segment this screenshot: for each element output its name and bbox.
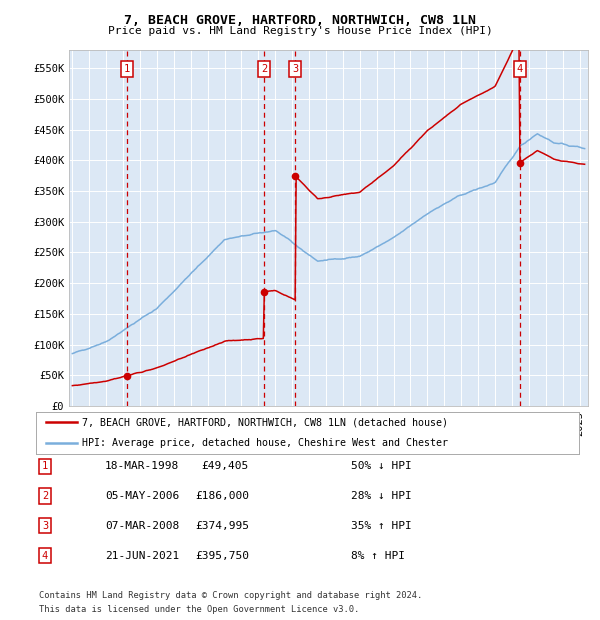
- Text: 2: 2: [42, 491, 48, 501]
- Text: 1: 1: [42, 461, 48, 471]
- Text: 3: 3: [292, 64, 298, 74]
- Text: 8% ↑ HPI: 8% ↑ HPI: [351, 551, 405, 560]
- Text: £186,000: £186,000: [195, 491, 249, 501]
- Text: 28% ↓ HPI: 28% ↓ HPI: [351, 491, 412, 501]
- Text: Price paid vs. HM Land Registry's House Price Index (HPI): Price paid vs. HM Land Registry's House …: [107, 26, 493, 36]
- Text: 07-MAR-2008: 07-MAR-2008: [105, 521, 179, 531]
- Text: £395,750: £395,750: [195, 551, 249, 560]
- Text: 3: 3: [42, 521, 48, 531]
- Text: 50% ↓ HPI: 50% ↓ HPI: [351, 461, 412, 471]
- Text: 18-MAR-1998: 18-MAR-1998: [105, 461, 179, 471]
- Text: 21-JUN-2021: 21-JUN-2021: [105, 551, 179, 560]
- Text: 4: 4: [517, 64, 523, 74]
- Text: £374,995: £374,995: [195, 521, 249, 531]
- Text: This data is licensed under the Open Government Licence v3.0.: This data is licensed under the Open Gov…: [39, 604, 359, 614]
- Text: 4: 4: [42, 551, 48, 560]
- Text: 2: 2: [261, 64, 267, 74]
- Text: 35% ↑ HPI: 35% ↑ HPI: [351, 521, 412, 531]
- Text: 7, BEACH GROVE, HARTFORD, NORTHWICH, CW8 1LN: 7, BEACH GROVE, HARTFORD, NORTHWICH, CW8…: [124, 14, 476, 27]
- Text: 7, BEACH GROVE, HARTFORD, NORTHWICH, CW8 1LN (detached house): 7, BEACH GROVE, HARTFORD, NORTHWICH, CW8…: [82, 417, 448, 427]
- Text: £49,405: £49,405: [202, 461, 249, 471]
- Text: 05-MAY-2006: 05-MAY-2006: [105, 491, 179, 501]
- Text: HPI: Average price, detached house, Cheshire West and Chester: HPI: Average price, detached house, Ches…: [82, 438, 448, 448]
- Text: Contains HM Land Registry data © Crown copyright and database right 2024.: Contains HM Land Registry data © Crown c…: [39, 591, 422, 600]
- Text: 1: 1: [124, 64, 130, 74]
